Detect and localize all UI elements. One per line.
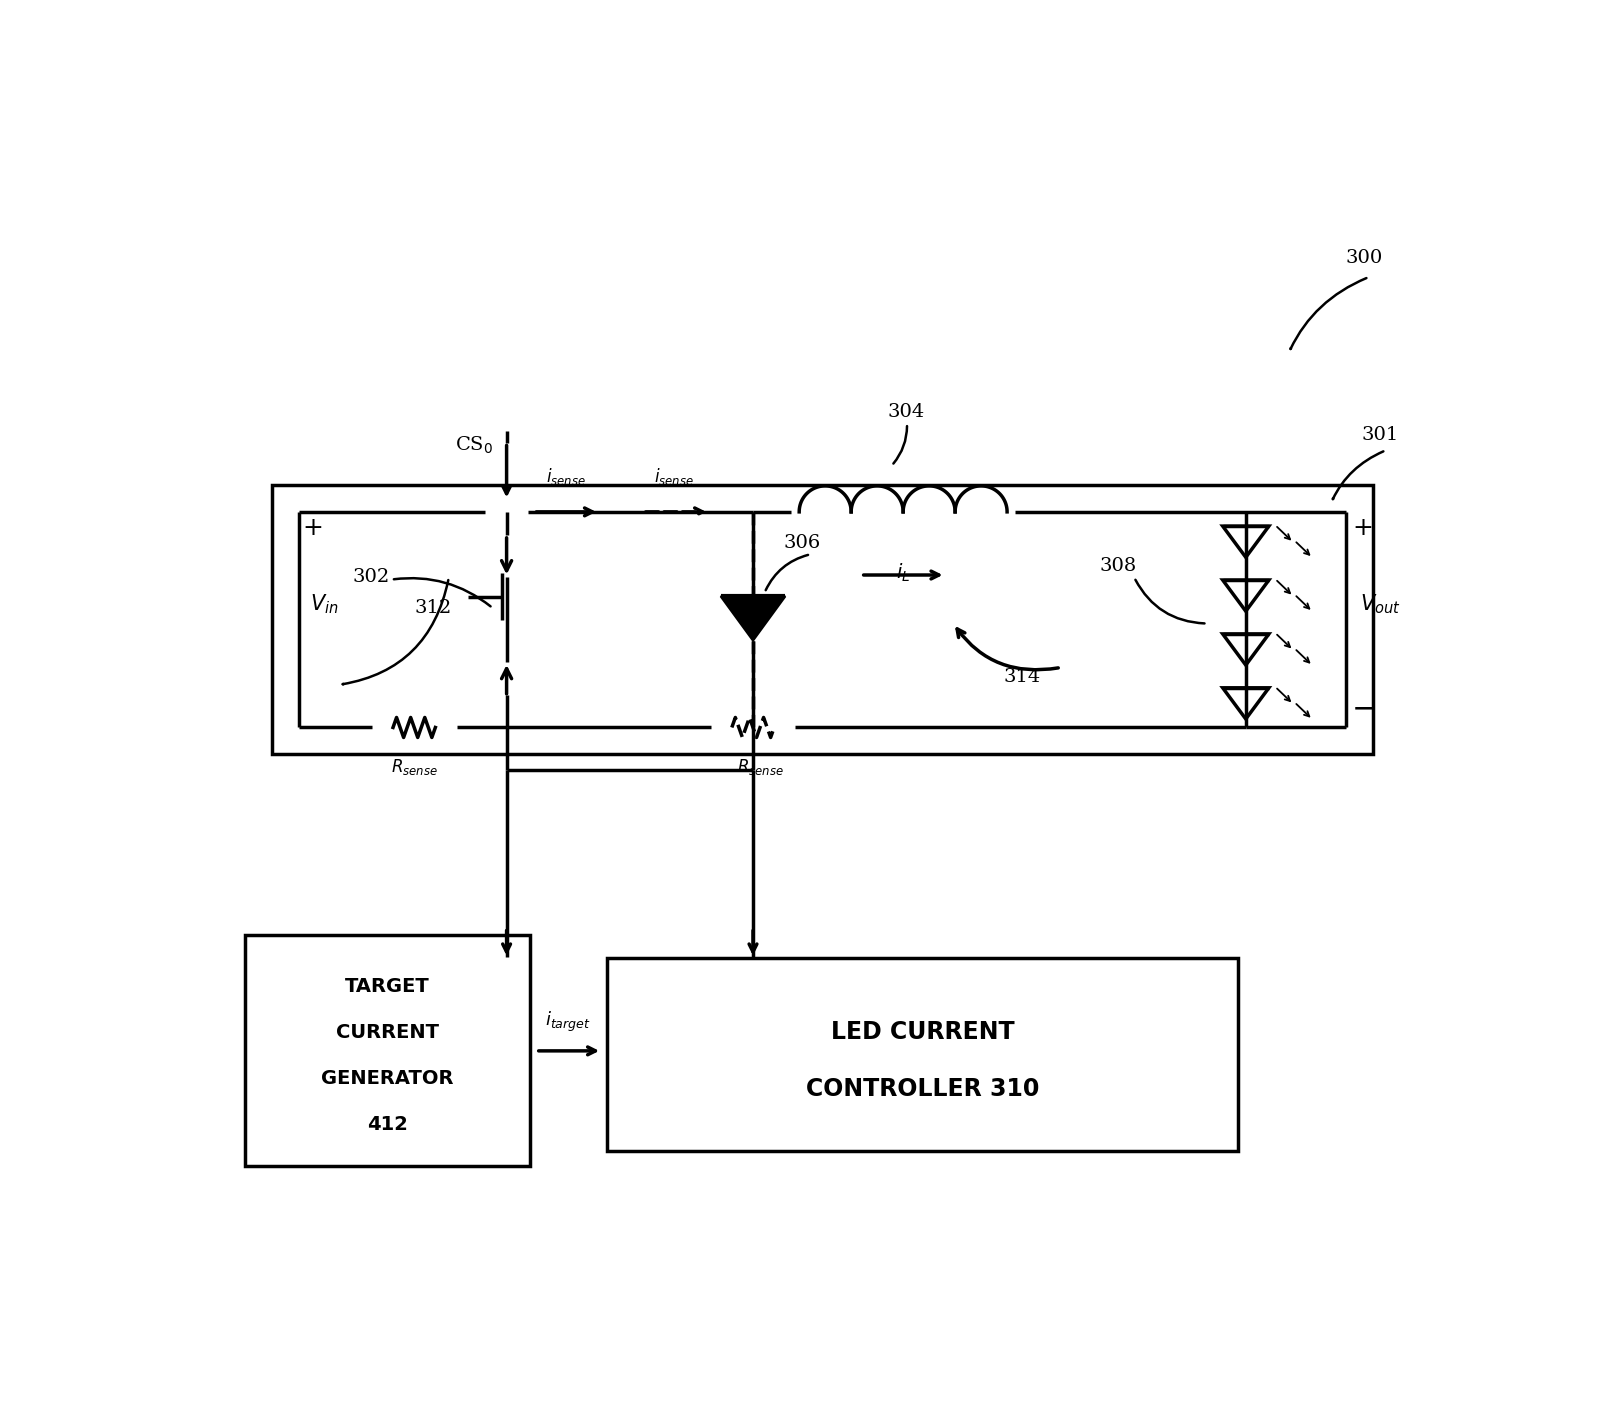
Text: 306: 306: [783, 534, 820, 552]
Text: TARGET: TARGET: [345, 976, 430, 996]
Text: CS$_0$: CS$_0$: [455, 435, 493, 457]
FancyArrowPatch shape: [393, 578, 490, 606]
Text: LED CURRENT: LED CURRENT: [830, 1020, 1014, 1043]
Text: $i_L$: $i_L$: [896, 562, 911, 585]
Bar: [607, 959, 1238, 1151]
FancyArrowPatch shape: [1333, 451, 1383, 499]
FancyArrowPatch shape: [343, 581, 448, 684]
Text: 312: 312: [414, 599, 451, 618]
Text: 314: 314: [1003, 669, 1040, 686]
FancyArrowPatch shape: [1136, 579, 1204, 623]
FancyArrowPatch shape: [958, 629, 1058, 670]
Text: $V_{in}$: $V_{in}$: [311, 592, 338, 616]
Bar: [272, 485, 1372, 754]
Text: CURRENT: CURRENT: [337, 1023, 438, 1042]
FancyArrowPatch shape: [765, 555, 807, 591]
Text: $R_{sense}$: $R_{sense}$: [738, 757, 785, 777]
Polygon shape: [720, 596, 785, 640]
Text: −: −: [1353, 694, 1377, 724]
FancyArrowPatch shape: [893, 425, 908, 464]
Text: 301: 301: [1361, 425, 1398, 444]
Text: $R_{sense}$: $R_{sense}$: [392, 757, 437, 777]
Text: 300: 300: [1346, 249, 1383, 266]
Text: $i_{sense}$: $i_{sense}$: [654, 467, 694, 487]
Text: 412: 412: [367, 1116, 408, 1134]
Text: 308: 308: [1100, 556, 1137, 575]
Text: $V_{out}$: $V_{out}$: [1359, 592, 1401, 616]
Text: 302: 302: [353, 568, 390, 586]
Bar: [244, 935, 529, 1167]
Text: $i_{target}$: $i_{target}$: [545, 1010, 591, 1035]
Text: +: +: [1353, 515, 1374, 539]
FancyArrowPatch shape: [1291, 277, 1367, 349]
Text: CONTROLLER 310: CONTROLLER 310: [806, 1077, 1039, 1101]
Text: 304: 304: [888, 403, 925, 421]
Text: $i_{sense}$: $i_{sense}$: [545, 467, 586, 487]
Text: GENERATOR: GENERATOR: [320, 1069, 453, 1089]
Text: +: +: [303, 515, 324, 539]
